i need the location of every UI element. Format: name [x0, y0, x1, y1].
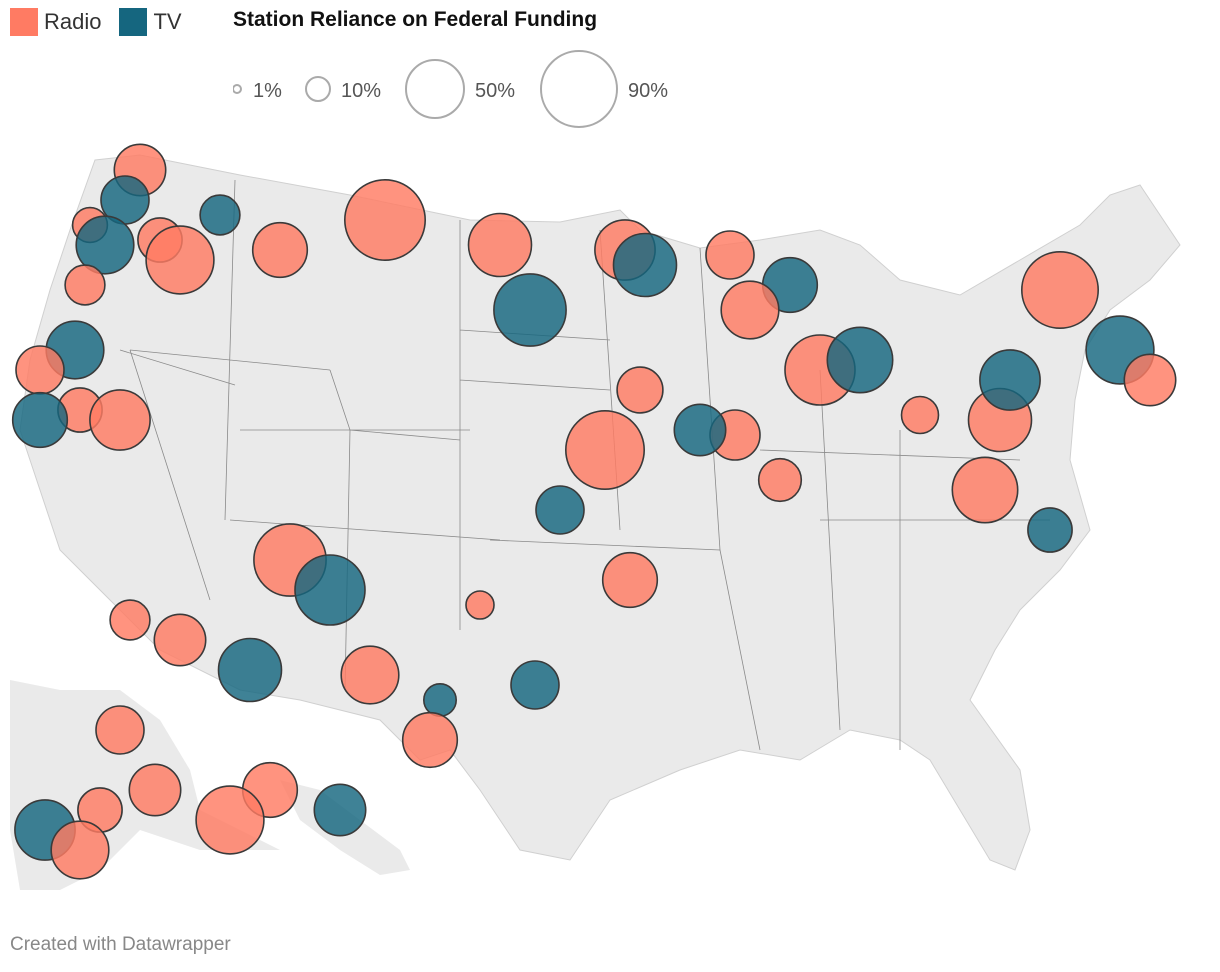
size-legend-circles: 1% 10% 50% 90% [233, 50, 668, 128]
station-marker-tv[interactable] [979, 349, 1041, 411]
station-marker-tv[interactable] [535, 485, 585, 535]
station-marker-radio[interactable] [50, 820, 110, 880]
station-marker-radio[interactable] [900, 395, 940, 435]
station-marker-radio[interactable] [128, 763, 182, 817]
station-marker-radio[interactable] [601, 551, 659, 609]
station-marker-tv[interactable] [422, 682, 457, 717]
station-marker-radio[interactable] [757, 457, 803, 503]
station-marker-radio[interactable] [89, 389, 151, 451]
station-marker-radio[interactable] [467, 212, 533, 278]
legend-label-tv: TV [153, 9, 182, 34]
station-marker-radio[interactable] [64, 264, 106, 306]
station-marker-radio[interactable] [251, 221, 309, 279]
station-marker-radio[interactable] [705, 230, 755, 280]
station-marker-tv[interactable] [75, 215, 135, 275]
station-marker-radio[interactable] [340, 645, 400, 705]
station-marker-tv[interactable] [1027, 507, 1073, 553]
station-marker-radio[interactable] [564, 409, 645, 490]
size-label-50: 50% [475, 80, 515, 102]
station-marker-radio[interactable] [720, 280, 780, 340]
station-marker-radio[interactable] [95, 705, 145, 755]
color-legend: Radio TV [10, 8, 182, 36]
station-marker-radio[interactable] [951, 456, 1019, 524]
size-label-90: 90% [628, 80, 668, 102]
size-circle-1 [233, 84, 242, 94]
station-marker-radio[interactable] [465, 590, 495, 620]
station-marker-tv[interactable] [826, 326, 894, 394]
station-marker-radio[interactable] [343, 178, 426, 262]
station-marker-radio[interactable] [401, 711, 459, 769]
size-legend: Station Reliance on Federal Funding 1% 1… [233, 8, 668, 128]
station-marker-radio[interactable] [1123, 353, 1177, 407]
radio-swatch [10, 8, 38, 36]
size-circle-90 [540, 50, 618, 128]
station-marker-radio[interactable] [15, 345, 65, 395]
station-marker-tv[interactable] [313, 783, 367, 837]
station-marker-radio[interactable] [1020, 251, 1099, 330]
legend-label-radio: Radio [44, 9, 102, 34]
size-legend-title: Station Reliance on Federal Funding [233, 8, 598, 31]
station-marker-tv[interactable] [673, 403, 727, 457]
station-marker-tv[interactable] [294, 554, 366, 626]
station-marker-tv[interactable] [510, 660, 560, 710]
station-marker-radio[interactable] [616, 366, 664, 414]
state-borders [119, 179, 1050, 751]
station-marker-radio[interactable] [153, 613, 207, 667]
station-marker-tv[interactable] [11, 391, 69, 449]
size-label-1: 1% [253, 80, 282, 102]
size-label-10: 10% [341, 80, 381, 102]
station-marker-tv[interactable] [199, 194, 241, 236]
size-circle-50 [405, 59, 465, 119]
station-marker-radio[interactable] [195, 785, 265, 855]
legend-item-tv: TV [119, 8, 182, 36]
footer-credit: Created with Datawrapper [10, 934, 231, 955]
station-marker-tv[interactable] [493, 273, 567, 347]
station-marker-tv[interactable] [612, 232, 678, 298]
us-map [10, 143, 1181, 890]
size-circle-10 [305, 76, 331, 102]
station-markers [11, 143, 1177, 880]
legend-item-radio: Radio [10, 8, 101, 36]
station-marker-radio[interactable] [145, 225, 215, 295]
station-marker-radio[interactable] [109, 599, 151, 641]
station-marker-tv[interactable] [217, 637, 283, 703]
tv-swatch [119, 8, 148, 36]
